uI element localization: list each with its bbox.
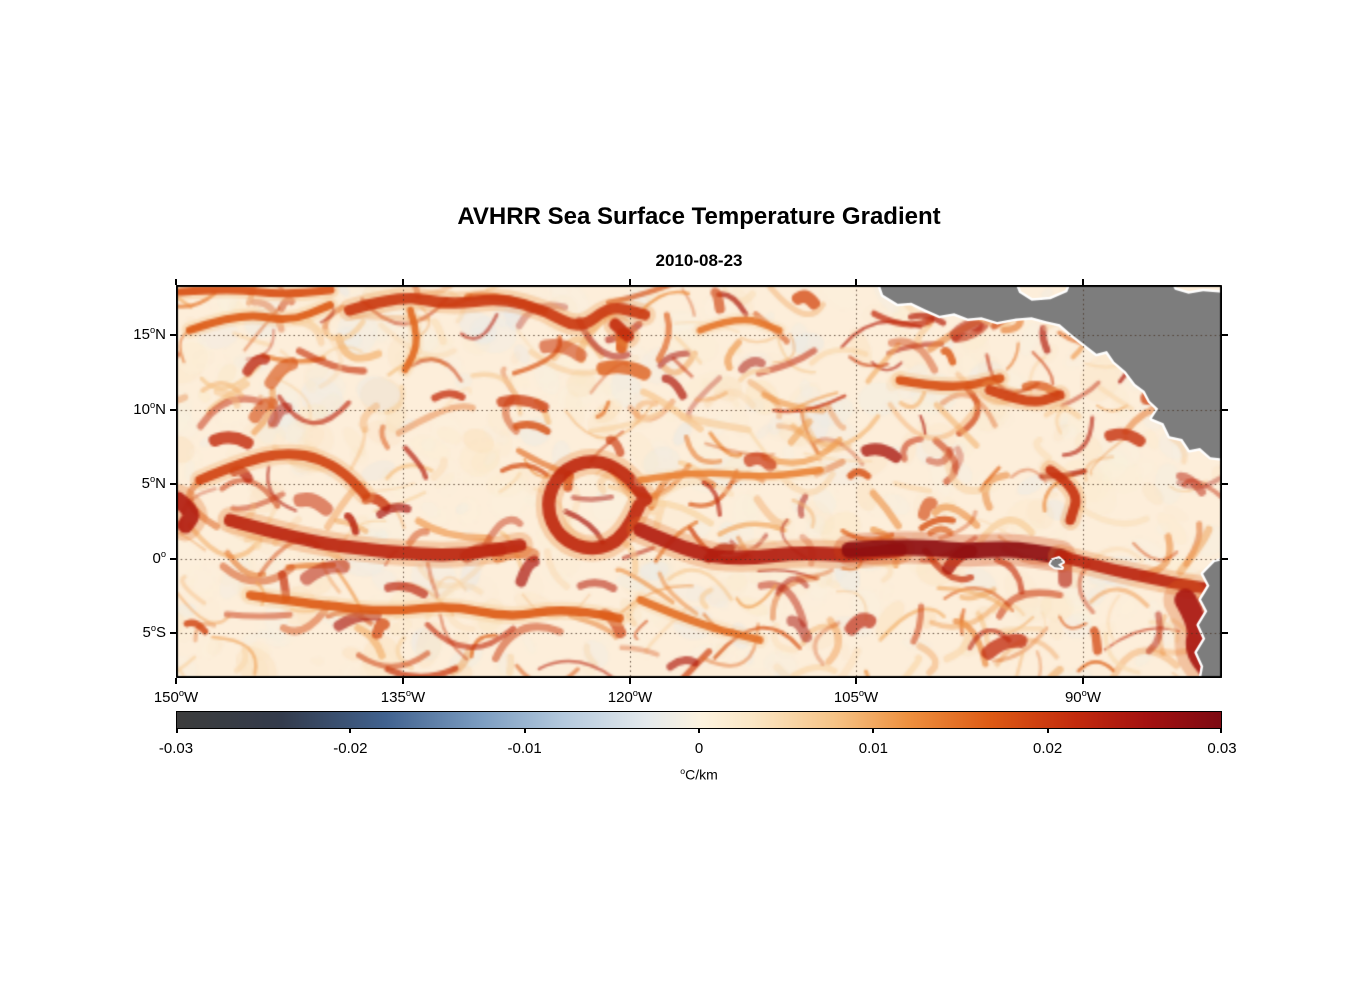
x-tick-mark-top — [401, 279, 404, 285]
x-tick-label: 105oW — [833, 688, 879, 706]
x-tick-label: 150oW — [153, 688, 199, 706]
y-tick-label: 15oN — [133, 324, 166, 343]
chart-subtitle: 2010-08-23 — [655, 251, 743, 270]
y-tick-mark — [170, 409, 176, 411]
chart-title: AVHRR Sea Surface Temperature Gradient — [457, 203, 941, 230]
x-tick-mark — [401, 678, 404, 684]
colorbar-tick-mark — [176, 729, 178, 733]
colorbar-tick-mark — [1220, 729, 1222, 733]
y-tick-mark — [170, 557, 176, 560]
sst-gradient-map — [176, 285, 1222, 678]
colorbar-gradient — [176, 711, 1222, 729]
y-tick-label: 5oN — [141, 474, 166, 492]
x-tick-mark-top — [855, 279, 857, 285]
x-tick-mark-top — [628, 279, 631, 285]
y-tick-mark-right — [1222, 409, 1228, 411]
colorbar-tick-label: -0.02 — [333, 740, 368, 757]
y-tick-label: 0o — [152, 548, 166, 567]
x-tick-label: 90oW — [1064, 688, 1101, 706]
colorbar-tick-mark — [349, 729, 352, 733]
y-tick-label: 10oN — [133, 400, 166, 418]
colorbar-tick-label: 0 — [694, 740, 704, 757]
colorbar-tick-label: 0.02 — [1033, 740, 1063, 757]
y-tick-mark-right — [1222, 557, 1228, 560]
colorbar-units-label: oC/km — [680, 766, 718, 783]
y-tick-label: 5oS — [142, 623, 166, 641]
colorbar-tick-mark — [1046, 729, 1049, 733]
colorbar-tick-mark — [523, 729, 526, 733]
colorbar-tick-mark — [872, 729, 875, 733]
x-tick-mark-top — [1081, 279, 1084, 285]
y-tick-mark — [170, 333, 176, 336]
y-tick-mark-right — [1222, 483, 1228, 485]
colorbar-tick-label: 0.03 — [1207, 740, 1237, 757]
colorbar-tick-label: -0.03 — [158, 740, 194, 757]
x-tick-mark — [175, 678, 177, 684]
colorbar-tick-mark — [698, 729, 700, 733]
x-tick-label: 135oW — [380, 688, 426, 706]
x-tick-mark — [855, 678, 857, 684]
y-tick-mark — [170, 483, 176, 485]
y-tick-mark-right — [1222, 333, 1228, 336]
colorbar-tick-label: 0.01 — [858, 740, 888, 757]
x-tick-mark — [1081, 678, 1084, 684]
colorbar-tick-label: -0.01 — [507, 740, 542, 757]
y-tick-mark-right — [1222, 632, 1228, 634]
y-tick-mark — [170, 632, 176, 634]
x-tick-mark-top — [175, 279, 177, 285]
x-tick-label: 120oW — [607, 688, 653, 706]
x-tick-mark — [628, 678, 631, 684]
